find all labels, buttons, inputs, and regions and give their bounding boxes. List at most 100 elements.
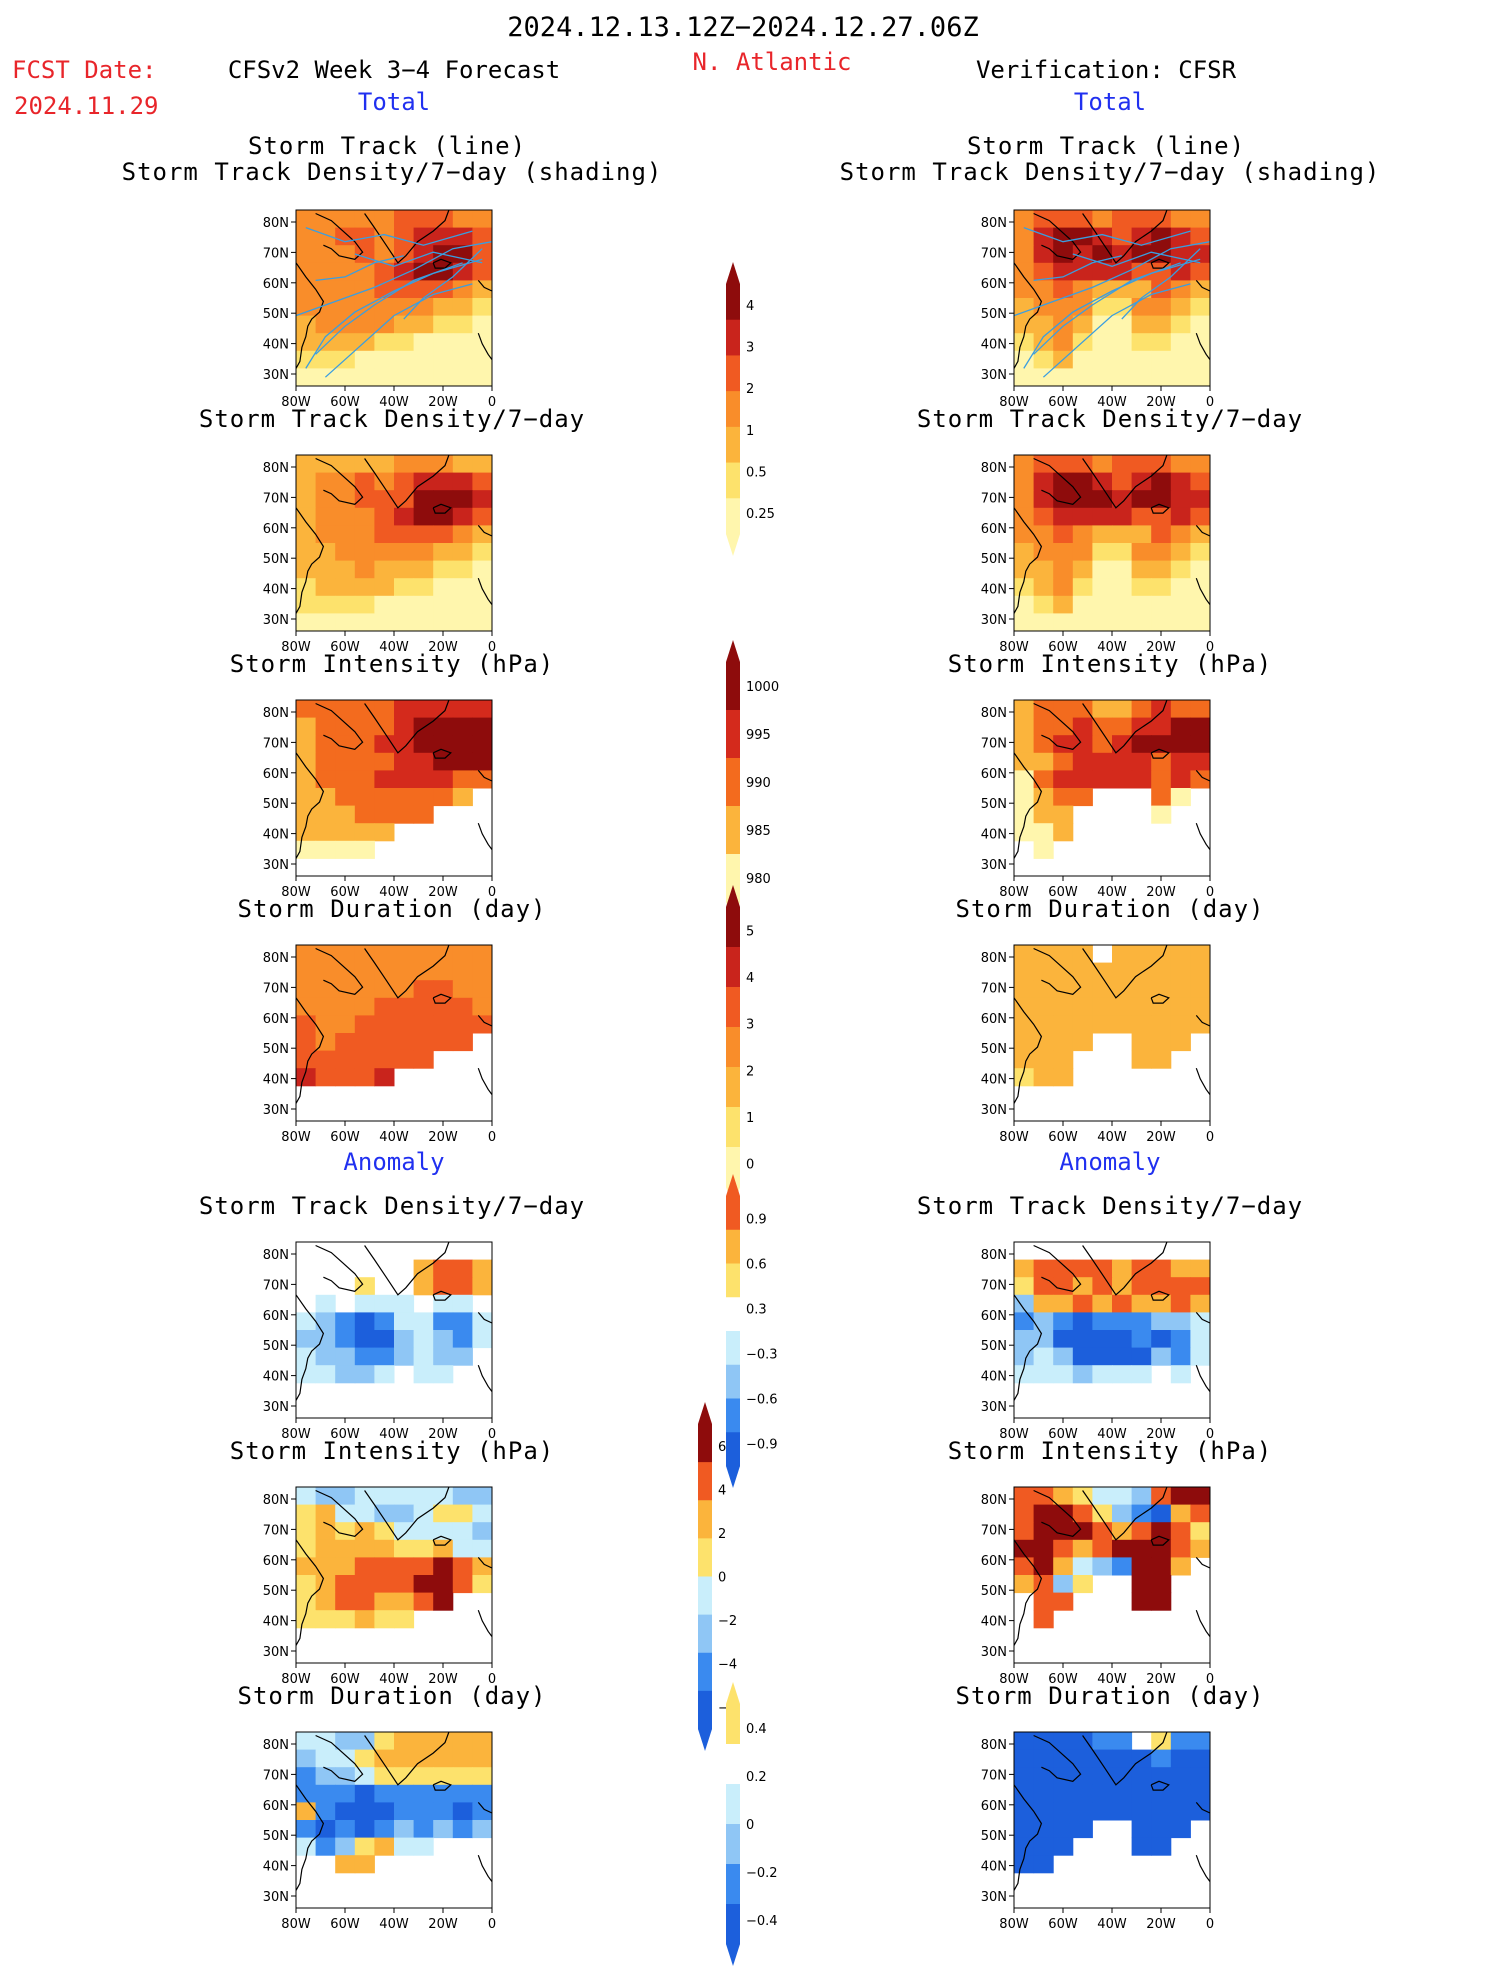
lon-tick-label: 0 bbox=[1206, 1672, 1214, 1687]
grid-cell bbox=[1170, 1767, 1191, 1786]
grid-cell bbox=[1053, 1732, 1074, 1751]
grid-cell bbox=[1151, 507, 1172, 526]
grid-cell bbox=[335, 543, 356, 562]
grid-cell bbox=[1053, 472, 1074, 491]
grid-cell bbox=[1053, 368, 1074, 387]
grid-cell bbox=[1112, 1504, 1133, 1523]
grid-cell bbox=[1190, 717, 1211, 736]
grid-cell bbox=[1190, 735, 1211, 754]
grid-cell bbox=[296, 770, 317, 789]
coastline bbox=[1195, 577, 1211, 605]
grid-cell bbox=[1151, 1802, 1172, 1821]
lon-tick-label: 20W bbox=[1146, 1672, 1176, 1687]
grid-cell bbox=[394, 1802, 415, 1821]
colorbar-label: 0.4 bbox=[746, 1722, 767, 1737]
lat-tick-label: 80N bbox=[263, 216, 289, 231]
lon-tick-label: 20W bbox=[1146, 395, 1176, 410]
grid-cell bbox=[1112, 1347, 1133, 1366]
colorbar-duration: 5 4 3 2 1 0 bbox=[722, 885, 792, 1217]
grid-cell bbox=[1170, 1820, 1191, 1839]
coastline bbox=[432, 1780, 452, 1791]
grid-cell bbox=[1112, 245, 1133, 264]
grid-cell bbox=[1112, 1312, 1133, 1331]
coastline bbox=[1013, 752, 1043, 859]
lon-tick-label: 0 bbox=[1206, 395, 1214, 410]
grid-cell bbox=[1092, 1522, 1113, 1541]
grid-cell bbox=[1072, 1784, 1093, 1803]
grid-cell bbox=[354, 1068, 375, 1087]
map-panel-fcst-total-intensity: 80N 70N 60N 50N 40N 30N 80W 60W 40W 20W 0 bbox=[250, 692, 496, 906]
grid-cell bbox=[413, 945, 434, 964]
grid-cell bbox=[374, 1522, 395, 1541]
grid-cell bbox=[394, 1732, 415, 1751]
lon-tick-label: 80W bbox=[281, 1672, 311, 1687]
grid-cell bbox=[335, 595, 356, 614]
grid-cell bbox=[1112, 1732, 1133, 1751]
grid-cell bbox=[1092, 1802, 1113, 1821]
colorbar-segment bbox=[726, 854, 740, 903]
grid-cell bbox=[335, 1784, 356, 1803]
grid-cell bbox=[1190, 1312, 1211, 1331]
grid-cell bbox=[413, 507, 434, 526]
grid-cell bbox=[433, 962, 454, 981]
grid-cell bbox=[394, 560, 415, 579]
grid-cell bbox=[296, 1749, 317, 1768]
grid-cell bbox=[1112, 1365, 1133, 1384]
colorbar-label: −0.9 bbox=[746, 1438, 778, 1453]
grid-cell bbox=[1092, 1365, 1113, 1384]
grid-cell bbox=[374, 980, 395, 999]
grid-cell bbox=[394, 472, 415, 491]
grid-cell bbox=[354, 1557, 375, 1576]
lat-tick-label: 50N bbox=[981, 1042, 1007, 1057]
grid-cell bbox=[452, 770, 473, 789]
grid-cell bbox=[354, 1347, 375, 1366]
grid-cell bbox=[315, 735, 336, 754]
grid-cell bbox=[452, 578, 473, 597]
grid-cell bbox=[1033, 1784, 1054, 1803]
lon-tick-label: 20W bbox=[428, 885, 458, 900]
grid-cell bbox=[433, 1767, 454, 1786]
grid-cell bbox=[394, 595, 415, 614]
grid-cell bbox=[472, 1330, 493, 1349]
grid-cell bbox=[335, 997, 356, 1016]
grid-cell bbox=[374, 1068, 395, 1087]
grid-cell bbox=[1131, 560, 1152, 579]
lat-tick-label: 80N bbox=[981, 951, 1007, 966]
grid-cell bbox=[1151, 1592, 1172, 1611]
lat-tick-label: 40N bbox=[981, 583, 1007, 598]
grid-cell bbox=[296, 1784, 317, 1803]
colorbar-segment bbox=[726, 498, 740, 535]
lat-tick-label: 80N bbox=[263, 706, 289, 721]
grid-cell bbox=[354, 1330, 375, 1349]
grid-cell bbox=[433, 1330, 454, 1349]
section-anomaly-right: Anomaly bbox=[1059, 1148, 1161, 1176]
grid-cell bbox=[472, 525, 493, 544]
grid-cell bbox=[413, 1784, 434, 1803]
grid-cell bbox=[1053, 700, 1074, 719]
grid-cell bbox=[374, 227, 395, 246]
grid-cell bbox=[335, 1068, 356, 1087]
grid-cell bbox=[1014, 1767, 1035, 1786]
panel-title-anom-duration-left: Storm Duration (day) bbox=[237, 1682, 547, 1710]
grid-cell bbox=[354, 280, 375, 299]
grid-cell bbox=[452, 245, 473, 264]
grid-cell bbox=[1190, 315, 1211, 334]
lon-tick-label: 60W bbox=[330, 1427, 360, 1442]
coastline bbox=[1013, 1294, 1043, 1401]
grid-cell bbox=[394, 700, 415, 719]
grid-cell bbox=[296, 1015, 317, 1034]
grid-cell bbox=[374, 1820, 395, 1839]
grid-cell bbox=[394, 1592, 415, 1611]
grid-cell bbox=[1151, 1347, 1172, 1366]
grid-cell bbox=[1014, 1312, 1035, 1331]
coastline bbox=[1082, 454, 1168, 509]
grid-cell bbox=[1112, 1277, 1133, 1296]
grid-cell bbox=[1033, 823, 1054, 842]
coastline bbox=[1082, 1486, 1168, 1541]
grid-cell bbox=[1190, 1015, 1211, 1034]
grid-cell bbox=[1072, 490, 1093, 509]
grid-cell bbox=[1151, 578, 1172, 597]
grid-cell bbox=[1170, 1312, 1191, 1331]
grid-cell bbox=[452, 280, 473, 299]
colorbar-segment bbox=[726, 319, 740, 356]
